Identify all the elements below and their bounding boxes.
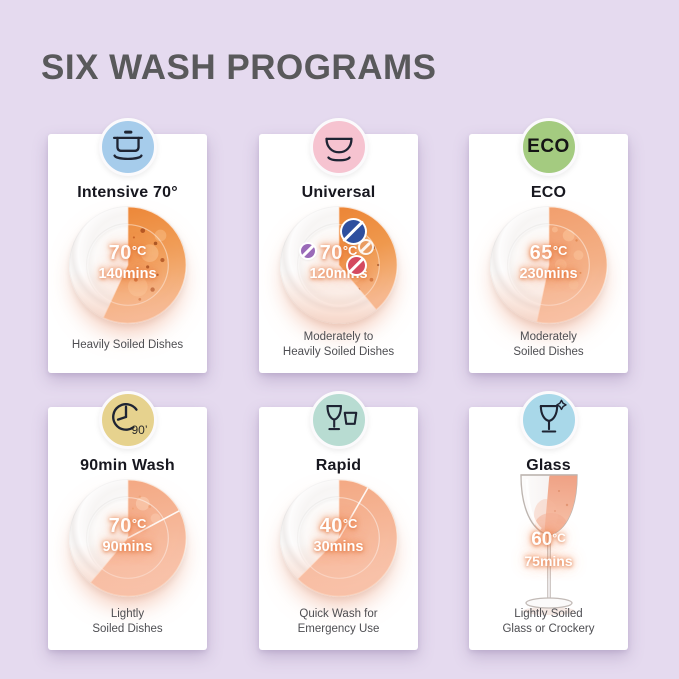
- plate-graphic: 40°C 30mins: [279, 479, 398, 597]
- bowl-icon: [309, 118, 368, 176]
- program-title: ECO: [530, 184, 567, 201]
- temperature-unit: °C: [131, 516, 147, 532]
- temperature-unit: °C: [131, 243, 147, 259]
- pot-icon: [98, 118, 157, 176]
- plate-graphic: 70°C 90mins: [68, 479, 187, 597]
- program-title: 90min Wash: [80, 457, 175, 474]
- program-description: Heavily Soiled Dishes: [71, 338, 184, 351]
- temperature-unit: °C: [342, 516, 358, 532]
- soil-wedge: [296, 479, 397, 597]
- soil-wedge: [507, 206, 607, 324]
- glass-label: 60°C 75mins: [489, 529, 609, 569]
- plate-label: 70°C 120mins: [280, 242, 398, 282]
- bacteria-icon-purple: [300, 244, 315, 258]
- bacteria-icon-orange: [359, 241, 372, 253]
- temperature-unit: °C: [342, 243, 358, 259]
- program-description: Lightly Soiled Glass or Crockery: [502, 608, 595, 635]
- plate-label: 40°C 30mins: [280, 515, 398, 555]
- program-description: Moderately to Heavily Soiled Dishes: [282, 331, 395, 358]
- program-card-eco: ECO ECO: [469, 118, 628, 373]
- sparkle-icon: [555, 399, 567, 411]
- program-card-90min: 90’ 90min Wash: [48, 391, 207, 650]
- program-card-intensive: Intensive 70°: [48, 118, 207, 373]
- glass-safe-icon: [519, 391, 578, 449]
- program-card-rapid: Rapid 40°C 30mins Quick Wash fo: [259, 391, 418, 650]
- program-description: Quick Wash for Emergency Use: [297, 608, 380, 635]
- program-title: Glass: [526, 457, 571, 474]
- page-title: SIX WASH PROGRAMS: [41, 48, 437, 87]
- plate-graphic: 65°C 230mins: [489, 206, 608, 324]
- program-card-universal: Universal: [259, 118, 418, 373]
- plate-label: 65°C 230mins: [490, 242, 608, 282]
- temperature-value: 60: [531, 529, 553, 550]
- soil-wedge: [86, 206, 186, 324]
- plate-label: 70°C 90mins: [69, 515, 187, 555]
- duration-value: 230mins: [519, 266, 578, 283]
- temperature-value: 70: [319, 242, 343, 265]
- bacteria-icon-blue: [341, 220, 365, 243]
- clock-90-label: 90’: [131, 423, 148, 437]
- plate-label: 70°C 140mins: [69, 242, 187, 282]
- duration-value: 140mins: [98, 266, 157, 283]
- program-title: Universal: [301, 184, 376, 201]
- temperature-value: 65: [529, 242, 553, 265]
- wine-glass-graphic: 60°C 75mins: [489, 471, 609, 621]
- temperature-unit: °C: [552, 243, 568, 259]
- duration-value: 90mins: [102, 539, 153, 556]
- eco-badge-label: ECO: [527, 136, 570, 157]
- duration-value: 30mins: [313, 539, 364, 556]
- program-description: Lightly Soiled Dishes: [92, 608, 163, 635]
- soil-wedge: [86, 479, 186, 597]
- temperature-unit: °C: [552, 531, 566, 545]
- plate-graphic: 70°C 140mins: [68, 206, 187, 324]
- temperature-value: 70: [108, 242, 132, 265]
- clock-90-icon: 90’: [98, 391, 157, 449]
- program-card-glass: Glass: [469, 391, 628, 650]
- plate-graphic: 70°C 120mins: [279, 206, 398, 324]
- program-title: Rapid: [315, 457, 362, 474]
- temperature-value: 70: [108, 515, 132, 538]
- duration-value: 120mins: [309, 266, 368, 283]
- glassware-icon: [309, 391, 368, 449]
- program-description: Moderately Soiled Dishes: [513, 331, 584, 358]
- program-title: Intensive 70°: [77, 184, 178, 201]
- eco-badge-icon: ECO: [519, 118, 578, 176]
- bacteria-icon-red: [347, 257, 365, 274]
- temperature-value: 40: [319, 515, 343, 538]
- duration-value: 75mins: [524, 553, 573, 569]
